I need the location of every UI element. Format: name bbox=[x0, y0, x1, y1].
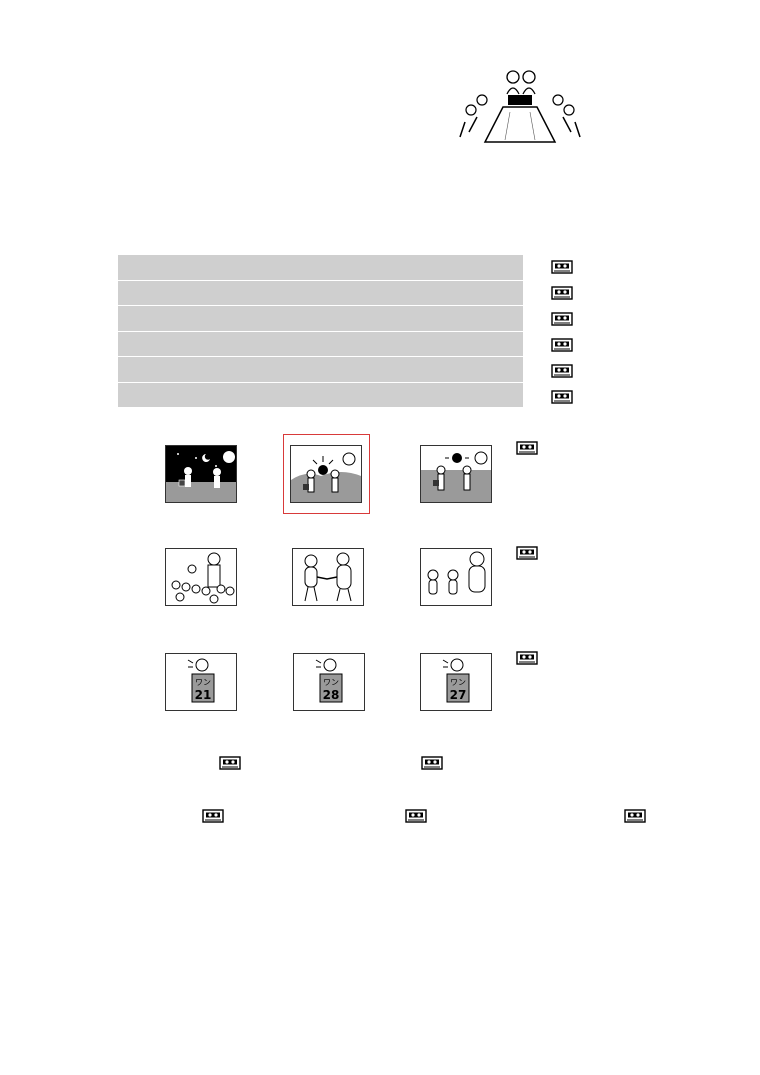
svg-text:27: 27 bbox=[450, 688, 467, 702]
selected-highlight bbox=[283, 434, 370, 514]
svg-text:ワン: ワン bbox=[323, 678, 339, 687]
table-row bbox=[118, 357, 523, 383]
grey-table bbox=[118, 255, 523, 408]
sign-picture[interactable]: ワン 27 bbox=[420, 653, 492, 711]
sign-picture[interactable]: ワン 21 bbox=[165, 653, 237, 711]
sunrise-scene-picture[interactable] bbox=[290, 445, 362, 503]
sign-picture[interactable]: ワン 28 bbox=[293, 653, 365, 711]
svg-text:21: 21 bbox=[195, 688, 212, 702]
cassette-tape-icon[interactable] bbox=[516, 651, 538, 665]
sun-clock-scene-picture[interactable] bbox=[420, 445, 492, 503]
cassette-tape-icon[interactable] bbox=[551, 390, 573, 404]
cassette-tape-icon[interactable] bbox=[516, 441, 538, 455]
cassette-tape-icon[interactable] bbox=[551, 312, 573, 326]
cassette-tape-icon[interactable] bbox=[551, 364, 573, 378]
svg-text:ワン: ワン bbox=[195, 678, 211, 687]
crowd-speaker-picture[interactable] bbox=[165, 548, 237, 606]
cassette-tape-icon[interactable] bbox=[516, 546, 538, 560]
table-row bbox=[118, 331, 523, 357]
cassette-tape-icon[interactable] bbox=[405, 809, 427, 823]
cassette-tape-icon[interactable] bbox=[624, 809, 646, 823]
cassette-tape-icon[interactable] bbox=[551, 286, 573, 300]
cassette-tape-icon[interactable] bbox=[219, 756, 241, 770]
three-people-picture[interactable] bbox=[420, 548, 492, 606]
night-scene-picture[interactable] bbox=[165, 445, 237, 503]
cassette-tape-icon[interactable] bbox=[421, 756, 443, 770]
cassette-tape-icon[interactable] bbox=[202, 809, 224, 823]
svg-text:28: 28 bbox=[323, 688, 340, 702]
handshake-picture[interactable] bbox=[292, 548, 364, 606]
meeting-room-illustration bbox=[459, 70, 581, 143]
cassette-tape-icon[interactable] bbox=[551, 260, 573, 274]
table-row bbox=[118, 306, 523, 332]
svg-text:ワン: ワン bbox=[450, 678, 466, 687]
cassette-tape-icon[interactable] bbox=[551, 338, 573, 352]
table-row bbox=[118, 382, 523, 408]
table-row bbox=[118, 255, 523, 281]
table-row bbox=[118, 280, 523, 306]
